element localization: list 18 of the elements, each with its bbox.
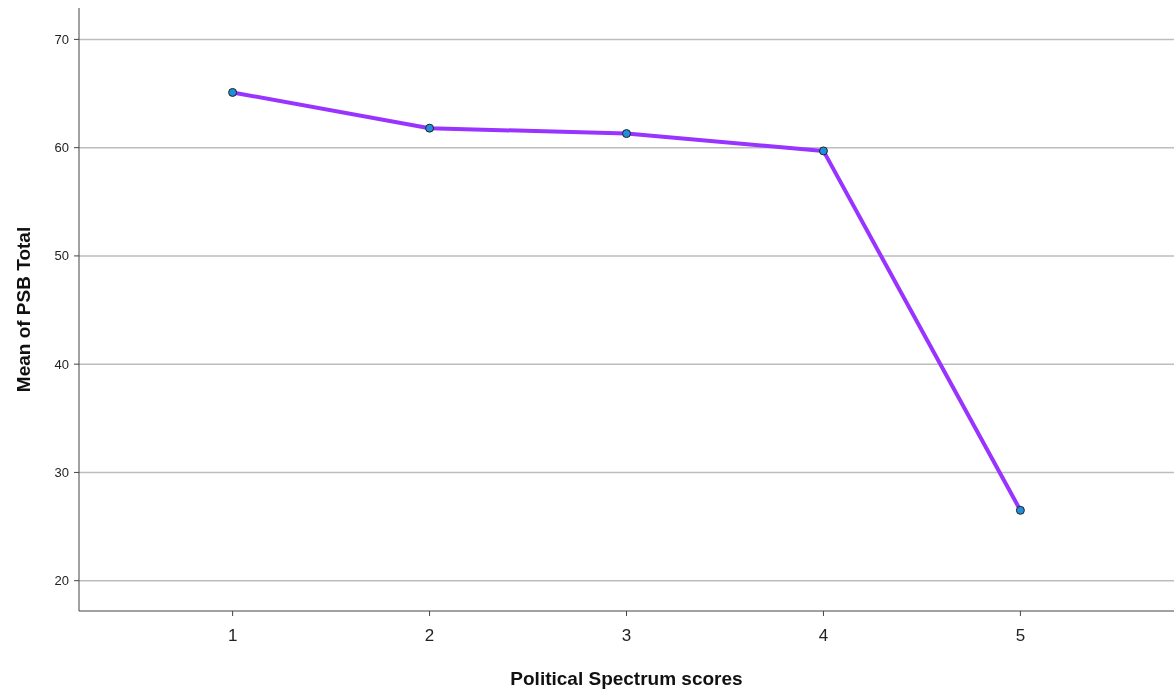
x-tick-label: 1 (227, 626, 238, 645)
point (622, 129, 631, 139)
y-tick-label: 40 (54, 356, 69, 372)
y-tick-label: 50 (54, 248, 69, 264)
y-tick-label: 30 (54, 464, 69, 480)
y-tick-label: 20 (54, 573, 69, 589)
point (425, 123, 435, 133)
y-tick-label: 70 (54, 31, 69, 47)
y-axis-title: Mean of PSB Total (13, 226, 34, 393)
x-tick-label: 3 (621, 626, 632, 645)
x-axis-title: Political Spectrum scores (510, 668, 743, 689)
point (818, 146, 828, 156)
y-tick-label: 60 (54, 140, 69, 156)
x-tick-label: 4 (818, 626, 829, 645)
x-tick-label: 5 (1015, 626, 1026, 645)
point (228, 87, 238, 97)
point (1015, 505, 1025, 515)
x-tick-label: 2 (424, 626, 435, 645)
